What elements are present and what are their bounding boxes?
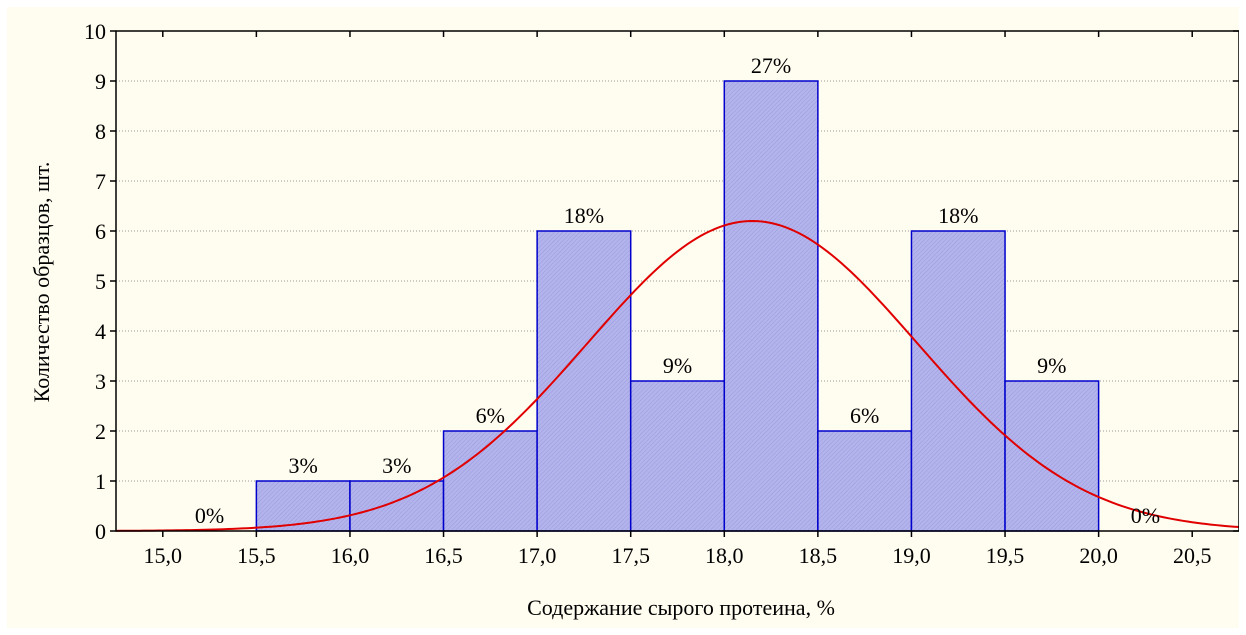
y-tick-label: 6	[95, 219, 106, 244]
x-tick-label: 15,0	[144, 543, 183, 568]
x-tick-label: 18,5	[799, 543, 838, 568]
bar-percent-label: 18%	[564, 203, 604, 228]
x-tick-label: 18,0	[705, 543, 744, 568]
y-tick-label: 3	[95, 369, 106, 394]
bar-percent-label: 0%	[1131, 503, 1160, 528]
x-axis-title: Содержание сырого протеина, %	[527, 595, 835, 620]
histogram-bar	[817, 430, 913, 532]
histogram-bar	[910, 230, 1006, 532]
bar-percent-label: 9%	[663, 353, 692, 378]
histogram-bar	[536, 230, 632, 532]
histogram-bar	[1004, 380, 1100, 532]
y-tick-label: 2	[95, 419, 106, 444]
histogram-bar	[723, 80, 819, 532]
y-tick-label: 0	[95, 519, 106, 544]
normal-fit-curve	[115, 219, 1239, 532]
histogram-chart: 0% 3% 3% 6% 18% 9% 27% 6% 18% 9% 0% 0 1 2 3 4 5 6 7 8 9 10 15,…	[29, 19, 1239, 620]
y-tick-label: 10	[84, 19, 106, 44]
y-tick-label: 8	[95, 119, 106, 144]
bar-percent-label: 27%	[751, 53, 791, 78]
x-tick-label: 16,0	[331, 543, 370, 568]
y-tick-label: 4	[95, 319, 106, 344]
bar-percent-label: 6%	[850, 403, 879, 428]
x-tick-label: 19,5	[986, 543, 1025, 568]
x-tick-label: 20,5	[1173, 543, 1212, 568]
x-tick-label: 15,5	[237, 543, 276, 568]
x-tick-label: 20,0	[1079, 543, 1118, 568]
y-tick-label: 5	[95, 269, 106, 294]
x-tick-label: 16,5	[424, 543, 463, 568]
histogram-bar	[349, 480, 445, 532]
bar-percent-label: 18%	[938, 203, 978, 228]
x-tick-label: 17,0	[518, 543, 557, 568]
bar-percent-label: 3%	[382, 453, 411, 478]
bar-percent-label: 9%	[1037, 353, 1066, 378]
histogram-bar	[629, 380, 726, 532]
y-axis-title: Количество образцов, шт.	[29, 162, 54, 403]
y-tick-label: 7	[95, 169, 106, 194]
x-tick-label: 19,0	[892, 543, 931, 568]
y-tick-label: 9	[95, 69, 106, 94]
chart-frame: 0% 3% 3% 6% 18% 9% 27% 6% 18% 9% 0% 0 1 2 3 4 5 6 7 8 9 10 15,…	[7, 7, 1239, 628]
bar-percent-label: 6%	[476, 403, 505, 428]
bar-percent-label: 3%	[289, 453, 318, 478]
histogram-bar	[442, 430, 538, 532]
bar-percent-label: 0%	[195, 503, 224, 528]
y-tick-label: 1	[95, 469, 106, 494]
x-tick-label: 17,5	[611, 543, 650, 568]
